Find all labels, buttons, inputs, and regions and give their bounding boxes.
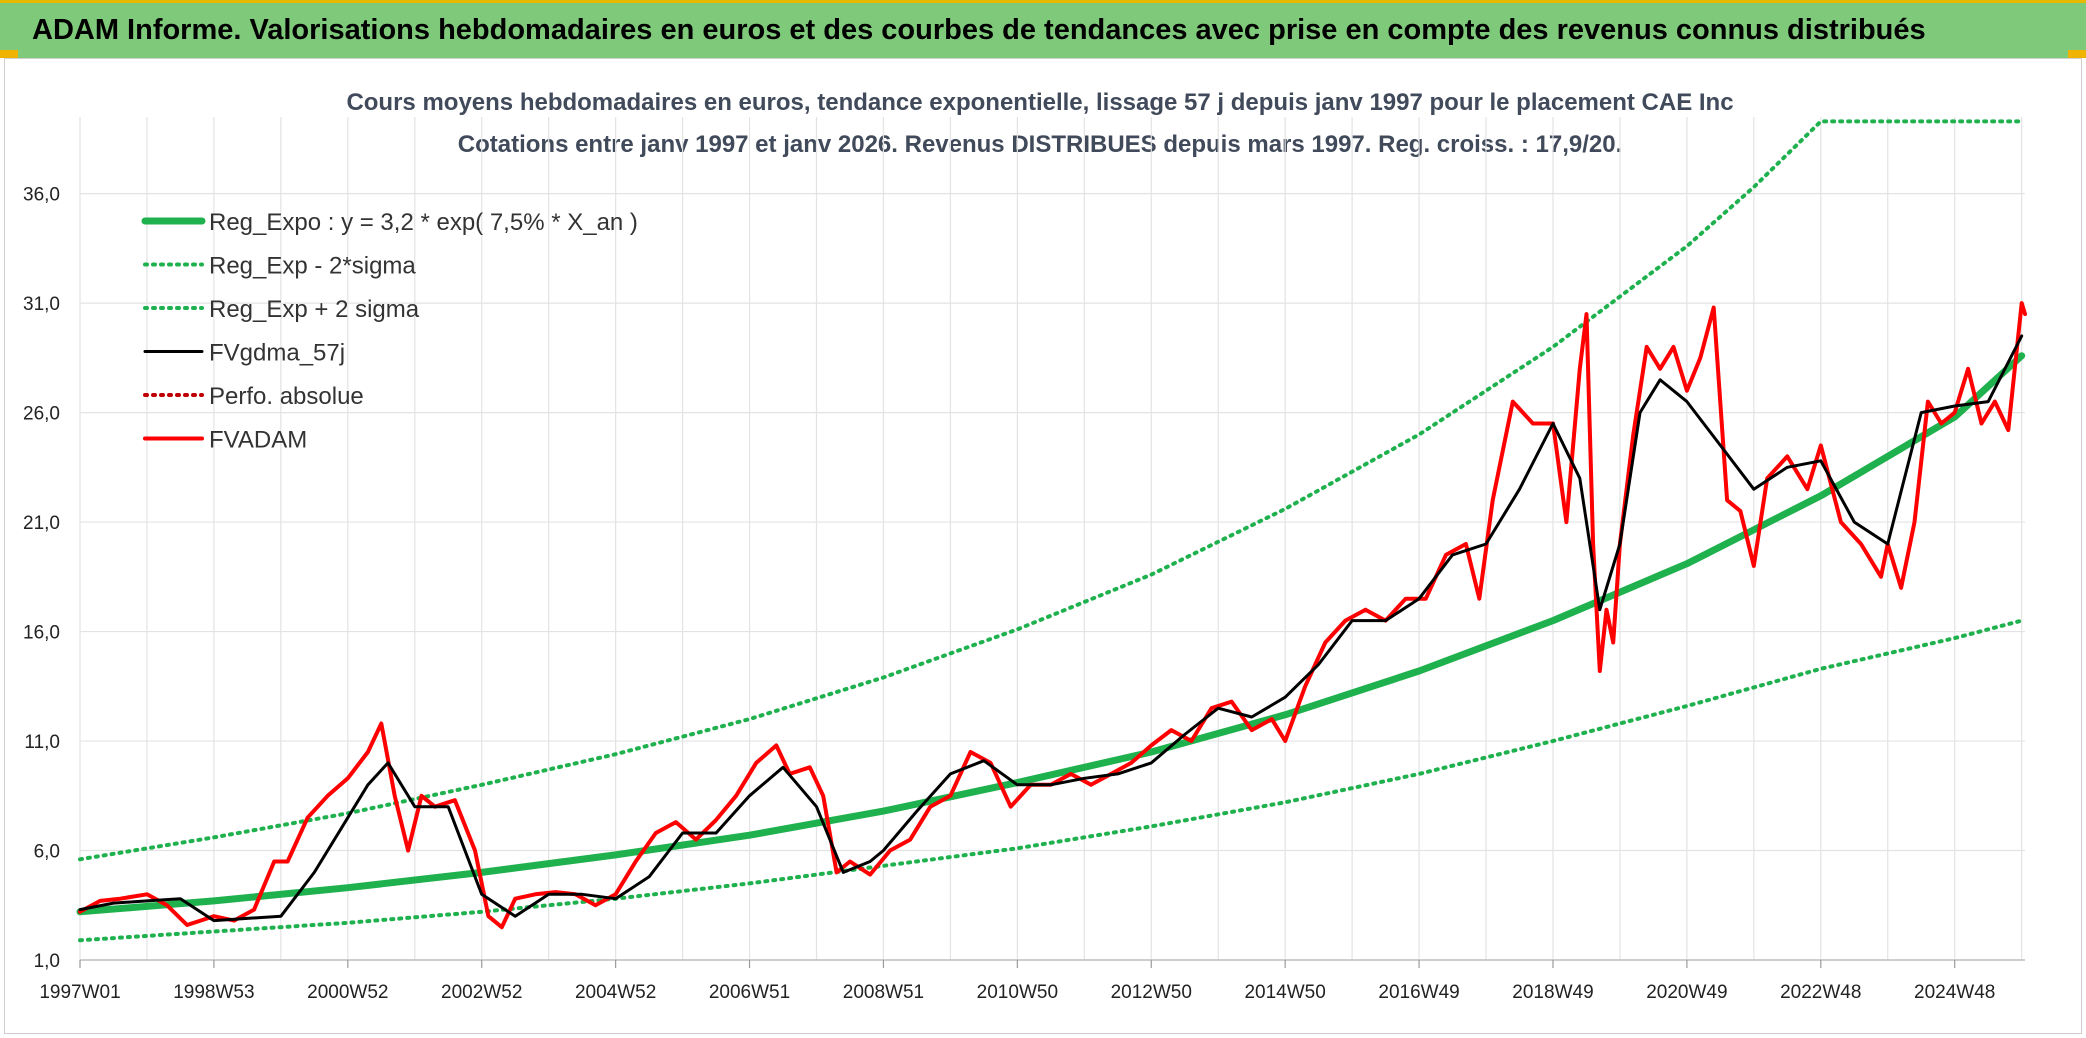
chart-frame — [4, 58, 2082, 1034]
legend-label: Perfo. absolue — [209, 383, 364, 410]
legend-label: Reg_Exp - 2*sigma — [209, 253, 416, 280]
header-banner: ADAM Informe. Valorisations hebdomadaire… — [0, 0, 2086, 58]
x-tick-label: 2014W50 — [1244, 982, 1325, 1003]
y-axis: 1,0 6,0 11,0 16,0 21,0 26,0 31,0 36,0 — [23, 185, 60, 972]
corner-accent-right — [2068, 50, 2086, 58]
series-line-3 — [78, 334, 2024, 923]
y-tick-label: 26,0 — [23, 404, 60, 425]
series-line-2 — [78, 119, 2024, 862]
y-tick-label: 11,0 — [24, 732, 60, 753]
series-line-1 — [78, 618, 2024, 943]
legend-label: FVgdma_57j — [209, 340, 345, 367]
x-tick-label: 2000W52 — [307, 982, 388, 1003]
x-tick-label: 2022W48 — [1780, 982, 1861, 1003]
x-tick-label: 2024W48 — [1914, 982, 1995, 1003]
legend-label: Reg_Expo : y = 3,2 * exp( 7,5% * X_an ) — [209, 209, 638, 236]
plot-area — [76, 119, 2027, 943]
y-tick-label: 36,0 — [23, 185, 60, 206]
series-line-5 — [78, 301, 2027, 930]
x-tick-label: 2008W51 — [843, 982, 924, 1003]
x-tick-label: 2010W50 — [977, 982, 1058, 1003]
legend-label: Reg_Exp + 2 sigma — [209, 296, 420, 323]
y-tick-label: 6,0 — [34, 842, 60, 863]
y-tick-label: 1,0 — [34, 951, 60, 972]
y-tick-label: 21,0 — [23, 513, 60, 534]
x-tick-label: 2020W49 — [1646, 982, 1727, 1003]
corner-accent-left — [0, 50, 18, 58]
x-tick-label: 2004W52 — [575, 982, 656, 1003]
x-axis: 1997W01 1998W53 2000W52 2002W52 2004W52 2006W… — [39, 959, 2025, 1003]
y-tick-label: 31,0 — [23, 294, 60, 315]
banner-title: ADAM Informe. Valorisations hebdomadaire… — [32, 14, 1926, 46]
x-tick-label: 1997W01 — [39, 982, 120, 1003]
x-tick-label: 2016W49 — [1378, 982, 1459, 1003]
chart-title: Cours moyens hebdomadaires en euros, ten… — [346, 89, 1733, 116]
x-tick-label: 1998W53 — [173, 982, 254, 1003]
x-tick-label: 2006W51 — [709, 982, 790, 1003]
chart-subtitle: Cotations entre janv 1997 et janv 2026. … — [458, 131, 1623, 158]
x-tick-label: 2018W49 — [1512, 982, 1593, 1003]
x-tick-label: 2002W52 — [441, 982, 522, 1003]
legend: Reg_Expo : y = 3,2 * exp( 7,5% * X_an ) R… — [141, 209, 638, 454]
x-tick-label: 2012W50 — [1111, 982, 1192, 1003]
y-tick-label: 16,0 — [23, 623, 60, 644]
series-line-0 — [76, 352, 2026, 916]
legend-label: FVADAM — [209, 427, 307, 454]
